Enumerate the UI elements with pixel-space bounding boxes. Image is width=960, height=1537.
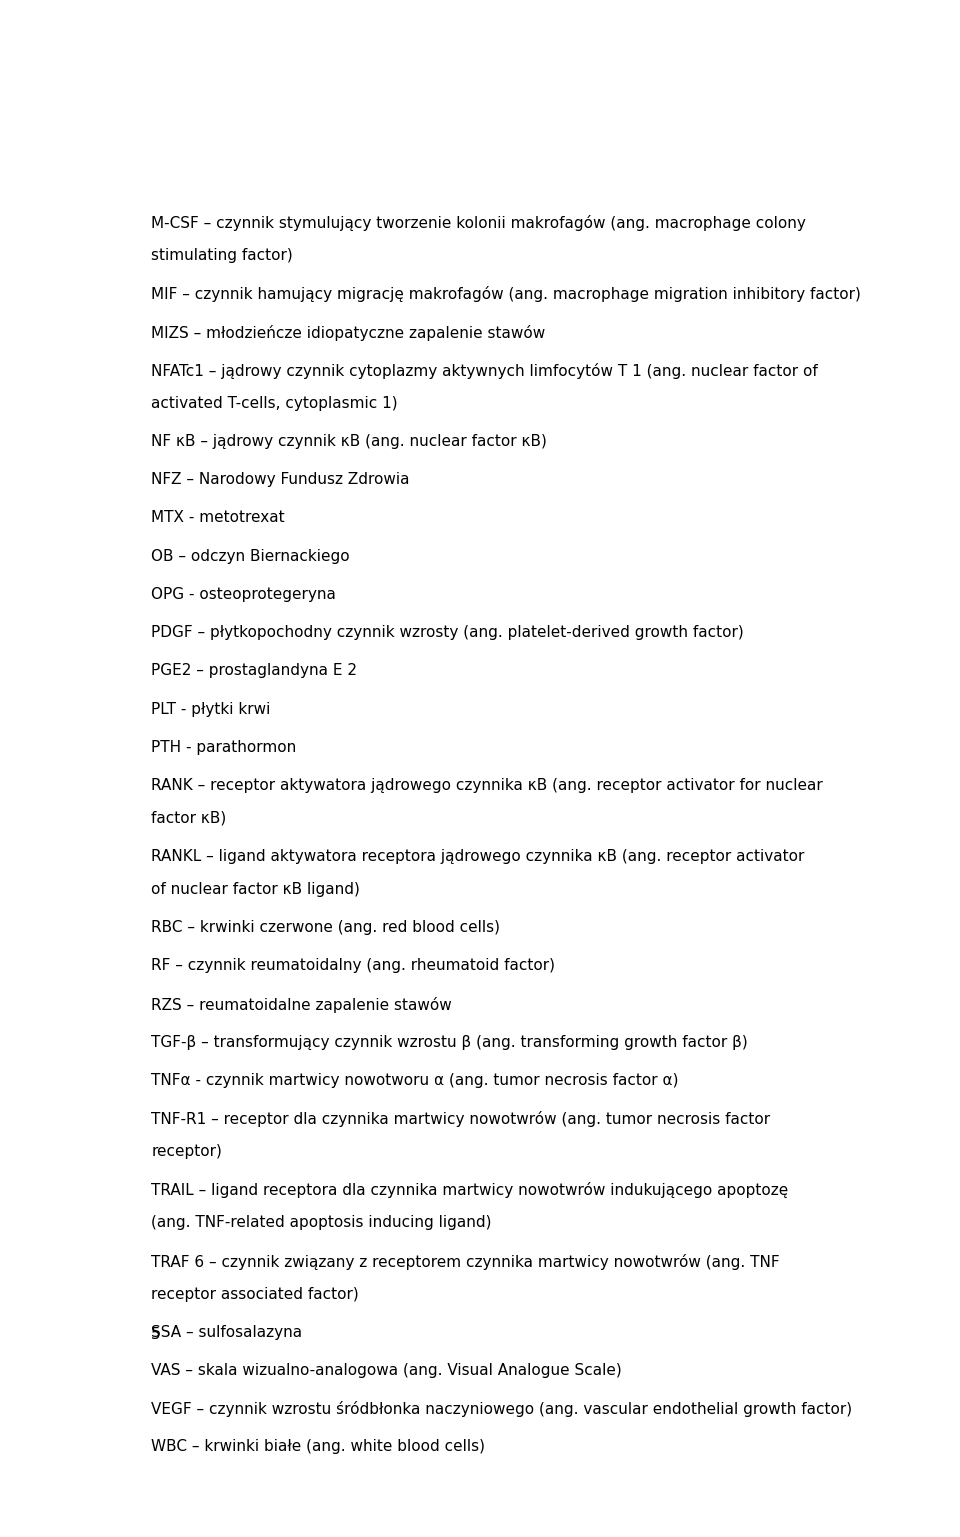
Text: receptor): receptor) [152, 1144, 222, 1159]
Text: TNF-R1 – receptor dla czynnika martwicy nowotwrów (ang. tumor necrosis factor: TNF-R1 – receptor dla czynnika martwicy … [152, 1111, 770, 1127]
Text: PDGF – płytkopochodny czynnik wzrosty (ang. platelet-derived growth factor): PDGF – płytkopochodny czynnik wzrosty (a… [152, 626, 744, 639]
Text: RANKL – ligand aktywatora receptora jądrowego czynnika κB (ang. receptor activat: RANKL – ligand aktywatora receptora jądr… [152, 848, 804, 864]
Text: TGF-β – transformujący czynnik wzrostu β (ang. transforming growth factor β): TGF-β – transformujący czynnik wzrostu β… [152, 1034, 748, 1050]
Text: NFATc1 – jądrowy czynnik cytoplazmy aktywnych limfocytów T 1 (ang. nuclear facto: NFATc1 – jądrowy czynnik cytoplazmy akty… [152, 363, 818, 378]
Text: NFZ – Narodowy Fundusz Zdrowia: NFZ – Narodowy Fundusz Zdrowia [152, 472, 410, 487]
Text: of nuclear factor κB ligand): of nuclear factor κB ligand) [152, 882, 360, 898]
Text: OPG - osteoprotegeryna: OPG - osteoprotegeryna [152, 587, 336, 603]
Text: VEGF – czynnik wzrostu śródbłonka naczyniowego (ang. vascular endothelial growth: VEGF – czynnik wzrostu śródbłonka naczyn… [152, 1402, 852, 1417]
Text: M-CSF – czynnik stymulujący tworzenie kolonii makrofagów (ang. macrophage colony: M-CSF – czynnik stymulujący tworzenie ko… [152, 215, 806, 231]
Text: RBC – krwinki czerwone (ang. red blood cells): RBC – krwinki czerwone (ang. red blood c… [152, 921, 500, 934]
Text: receptor associated factor): receptor associated factor) [152, 1286, 359, 1302]
Text: WBC – krwinki białe (ang. white blood cells): WBC – krwinki białe (ang. white blood ce… [152, 1440, 485, 1454]
Text: TNFα - czynnik martwicy nowotworu α (ang. tumor necrosis factor α): TNFα - czynnik martwicy nowotworu α (ang… [152, 1073, 679, 1088]
Text: VAS – skala wizualno-analogowa (ang. Visual Analogue Scale): VAS – skala wizualno-analogowa (ang. Vis… [152, 1363, 622, 1379]
Text: NF κB – jądrowy czynnik κB (ang. nuclear factor κB): NF κB – jądrowy czynnik κB (ang. nuclear… [152, 433, 547, 449]
Text: factor κB): factor κB) [152, 812, 227, 825]
Text: RZS – reumatoidalne zapalenie stawów: RZS – reumatoidalne zapalenie stawów [152, 996, 452, 1013]
Text: stimulating factor): stimulating factor) [152, 247, 293, 263]
Text: PTH - parathormon: PTH - parathormon [152, 739, 297, 755]
Text: SSA – sulfosalazyna: SSA – sulfosalazyna [152, 1325, 302, 1340]
Text: PGE2 – prostaglandyna E 2: PGE2 – prostaglandyna E 2 [152, 664, 357, 678]
Text: MIZS – młodzieńcze idiopatyczne zapalenie stawów: MIZS – młodzieńcze idiopatyczne zapaleni… [152, 324, 545, 341]
Text: RANK – receptor aktywatora jądrowego czynnika κB (ang. receptor activator for nu: RANK – receptor aktywatora jądrowego czy… [152, 778, 823, 793]
Text: TRAF 6 – czynnik związany z receptorem czynnika martwicy nowotwrów (ang. TNF: TRAF 6 – czynnik związany z receptorem c… [152, 1254, 780, 1270]
Text: RF – czynnik reumatoidalny (ang. rheumatoid factor): RF – czynnik reumatoidalny (ang. rheumat… [152, 959, 555, 973]
Text: MIF – czynnik hamujący migrację makrofagów (ang. macrophage migration inhibitory: MIF – czynnik hamujący migrację makrofag… [152, 286, 861, 303]
Text: PLT - płytki krwi: PLT - płytki krwi [152, 701, 271, 716]
Text: activated T-cells, cytoplasmic 1): activated T-cells, cytoplasmic 1) [152, 395, 397, 410]
Text: 5: 5 [152, 1326, 161, 1342]
Text: (ang. TNF-related apoptosis inducing ligand): (ang. TNF-related apoptosis inducing lig… [152, 1216, 492, 1231]
Text: MTX - metotrexat: MTX - metotrexat [152, 510, 285, 526]
Text: TRAIL – ligand receptora dla czynnika martwicy nowotwrów indukującego apoptozę: TRAIL – ligand receptora dla czynnika ma… [152, 1182, 788, 1199]
Text: OB – odczyn Biernackiego: OB – odczyn Biernackiego [152, 549, 349, 564]
